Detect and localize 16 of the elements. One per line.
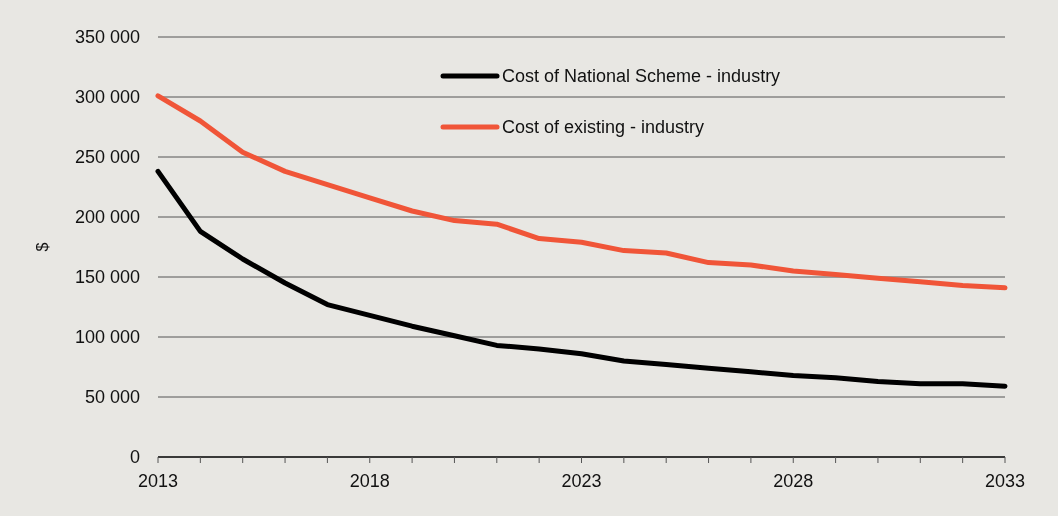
x-tick-label: 2023: [561, 471, 602, 491]
y-tick-label: 300 000: [74, 87, 140, 108]
y-tick-label: 150 000: [74, 267, 140, 288]
y-tick-label: 100 000: [74, 327, 140, 348]
y-tick-label: 350 000: [74, 27, 140, 48]
x-tick-label: 2033: [984, 471, 1026, 491]
x-tick-label: 2018: [349, 471, 390, 491]
y-tick-label: 200 000: [74, 207, 140, 228]
x-tick-label: 2013: [137, 471, 179, 491]
y-tick-label: 0: [129, 447, 140, 468]
legend-label: Cost of existing - industry: [502, 117, 705, 138]
x-tick-label: 2028: [773, 471, 814, 491]
y-tick-label: 250 000: [74, 147, 140, 168]
legend-label: Cost of National Scheme - industry: [502, 66, 781, 87]
y-axis-title: $: [34, 242, 51, 252]
y-tick-label: 50 000: [84, 387, 140, 408]
